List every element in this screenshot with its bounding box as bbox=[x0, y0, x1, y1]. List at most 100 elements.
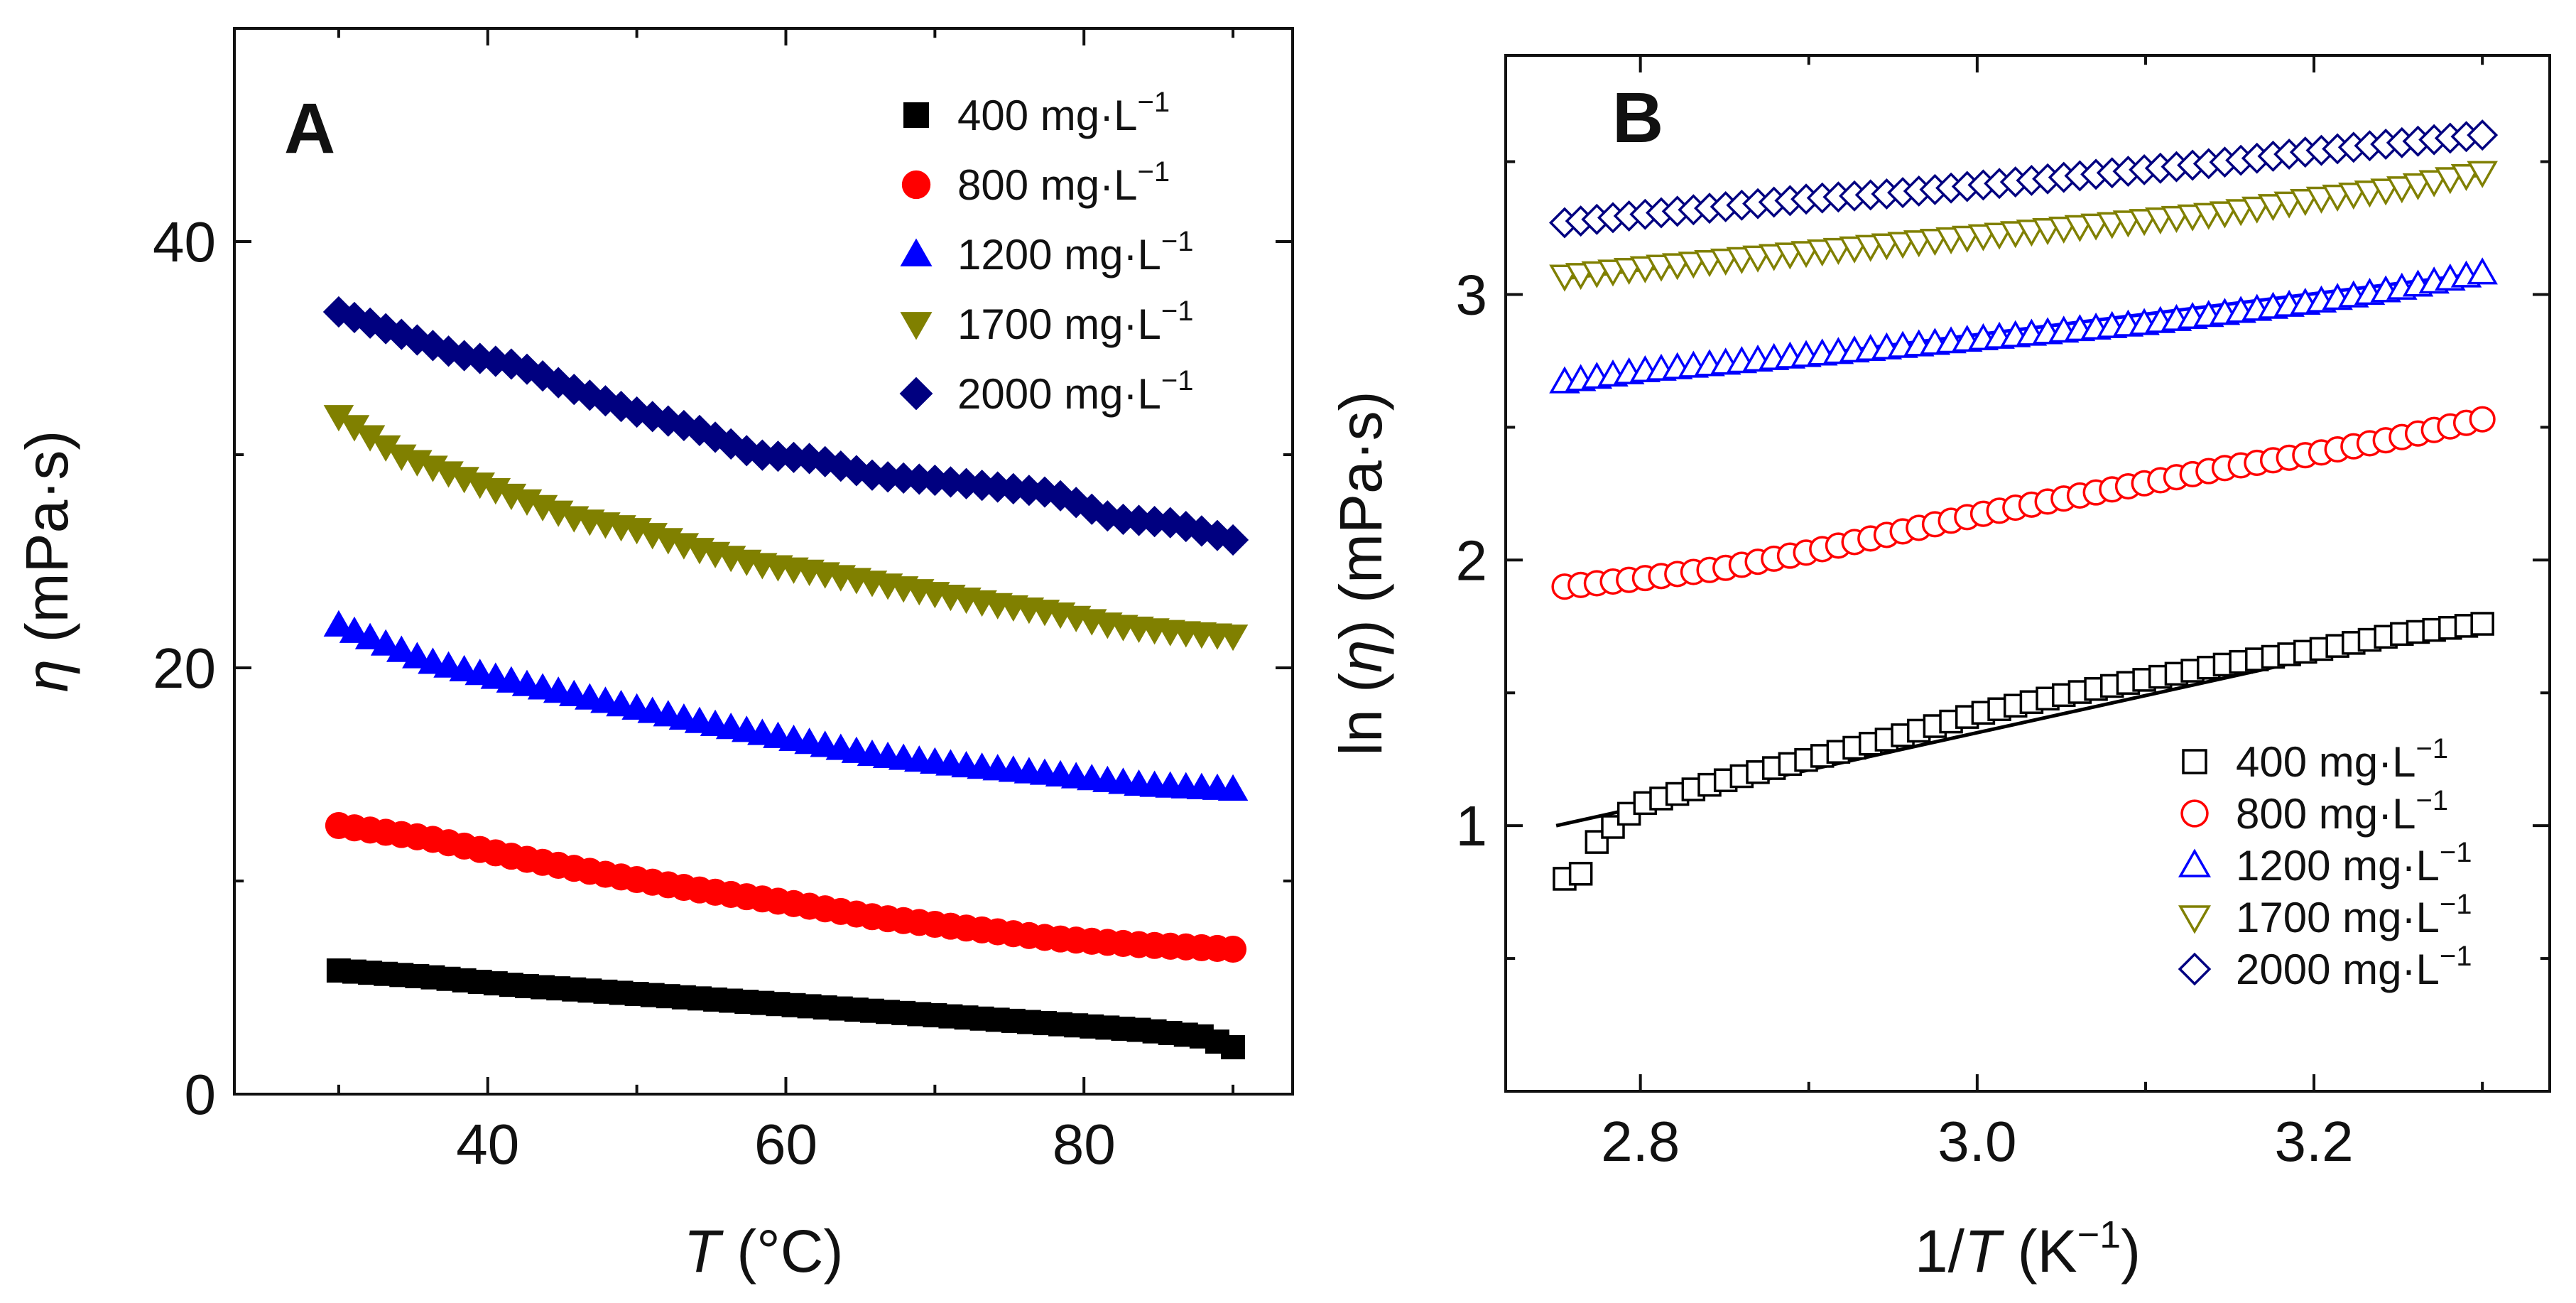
legend-marker bbox=[2178, 905, 2212, 934]
y-axis-title: ln (η) (mPa·s) bbox=[1327, 391, 1394, 755]
data-point bbox=[339, 415, 370, 442]
legend-label: 400 mg·L−1 bbox=[957, 87, 1170, 139]
data-point bbox=[762, 440, 794, 472]
data-point bbox=[2470, 612, 2494, 636]
legend-marker bbox=[899, 377, 933, 411]
legend-label: 2000 mg·L−1 bbox=[2236, 941, 2472, 993]
x-tick-label: 80 bbox=[1053, 1113, 1116, 1176]
legend-label: 800 mg·L−1 bbox=[957, 156, 1170, 209]
data-point bbox=[825, 450, 857, 482]
y-tick-label: 3 bbox=[1456, 263, 1488, 326]
data-point bbox=[386, 318, 418, 350]
y-tick-label: 40 bbox=[153, 210, 216, 274]
legend-label: 2000 mg·L−1 bbox=[957, 365, 1193, 418]
data-point bbox=[621, 396, 653, 428]
data-point bbox=[2467, 161, 2498, 188]
plot-frame bbox=[1504, 54, 2551, 1093]
legend-label: 1700 mg·L−1 bbox=[2236, 889, 2472, 941]
y-tick-label: 2 bbox=[1456, 529, 1488, 592]
data-point bbox=[589, 385, 621, 417]
plot-frame bbox=[233, 27, 1294, 1096]
data-point bbox=[1217, 774, 1249, 801]
series-400 bbox=[326, 958, 1246, 1059]
legend-label: 1200 mg·L−1 bbox=[2236, 837, 2472, 890]
series-800 bbox=[1551, 406, 2496, 600]
data-point bbox=[323, 610, 354, 637]
data-point bbox=[354, 425, 386, 452]
x-tick-label: 3.2 bbox=[2274, 1110, 2353, 1173]
data-point bbox=[417, 330, 449, 362]
legend-label: 1200 mg·L−1 bbox=[957, 226, 1193, 279]
x-tick-label: 40 bbox=[456, 1113, 519, 1176]
x-axis-title: 1/T (K−1) bbox=[1915, 1213, 2141, 1285]
data-point bbox=[401, 324, 433, 356]
data-point bbox=[370, 435, 401, 462]
data-point bbox=[793, 443, 825, 475]
series-2000 bbox=[322, 296, 1249, 556]
legend-marker bbox=[2182, 749, 2207, 774]
data-point bbox=[354, 307, 386, 339]
data-point bbox=[433, 335, 464, 367]
panel-label: B bbox=[1612, 78, 1663, 158]
data-point bbox=[2467, 119, 2499, 151]
series-400 bbox=[1553, 612, 2494, 891]
data-point bbox=[699, 421, 732, 453]
data-point bbox=[2467, 257, 2498, 285]
data-point bbox=[402, 642, 433, 669]
series-1700 bbox=[323, 405, 1249, 652]
x-axis-title: T (°C) bbox=[684, 1218, 844, 1285]
legend-marker bbox=[2180, 799, 2209, 828]
data-point bbox=[1217, 524, 1249, 556]
data-point bbox=[1185, 515, 1217, 547]
legend-marker bbox=[903, 102, 929, 128]
legend-label: 400 mg·L−1 bbox=[2236, 733, 2448, 786]
data-point bbox=[935, 466, 967, 498]
data-point bbox=[526, 360, 559, 392]
data-point bbox=[574, 379, 606, 411]
data-point bbox=[354, 622, 386, 649]
data-point bbox=[1013, 475, 1045, 507]
series-800 bbox=[325, 811, 1247, 963]
data-point bbox=[966, 470, 998, 502]
data-point bbox=[636, 401, 668, 433]
y-tick-label: 20 bbox=[153, 637, 216, 700]
legend-marker bbox=[900, 312, 933, 340]
y-tick-label: 0 bbox=[185, 1063, 217, 1126]
data-point bbox=[339, 616, 370, 643]
data-point bbox=[683, 414, 716, 446]
legend-label: 800 mg·L−1 bbox=[2236, 785, 2448, 838]
data-point bbox=[1221, 1035, 1246, 1059]
data-point bbox=[464, 342, 496, 374]
legend-marker bbox=[900, 238, 933, 266]
panel-label: A bbox=[284, 89, 335, 168]
data-point bbox=[386, 635, 417, 662]
data-point bbox=[1219, 935, 1247, 963]
x-tick-label: 60 bbox=[754, 1113, 817, 1176]
y-axis-title: η (mPa·s) bbox=[13, 431, 80, 693]
x-tick-label: 2.8 bbox=[1601, 1110, 1680, 1173]
x-tick-label: 3.0 bbox=[1938, 1110, 2016, 1173]
data-point bbox=[323, 405, 354, 432]
series-1700 bbox=[1549, 161, 2498, 292]
data-point bbox=[370, 629, 401, 656]
series-2000 bbox=[1549, 119, 2499, 239]
data-point bbox=[511, 353, 543, 385]
data-point bbox=[338, 301, 371, 333]
series-1200 bbox=[1549, 257, 2498, 394]
data-point bbox=[1123, 504, 1155, 536]
legend: 400 mg·L−1 800 mg·L−1 1200 mg·L−1 1700 mg·L… bbox=[899, 87, 1193, 418]
panel-a-viscosity-vs-temperature: 40 60 80 0 20 40 400 mg·L−1 800 mg·L−1 1200 mg·L… bbox=[13, 27, 1294, 1285]
data-point bbox=[448, 340, 480, 372]
data-point bbox=[1076, 493, 1108, 525]
data-point bbox=[1568, 862, 1593, 886]
series-1200 bbox=[323, 610, 1249, 801]
legend-marker bbox=[2178, 848, 2212, 877]
data-point bbox=[1217, 625, 1249, 652]
data-point bbox=[903, 463, 935, 495]
legend-label: 1700 mg·L−1 bbox=[957, 296, 1193, 348]
legend-marker bbox=[2178, 952, 2212, 986]
data-point bbox=[2469, 406, 2496, 433]
